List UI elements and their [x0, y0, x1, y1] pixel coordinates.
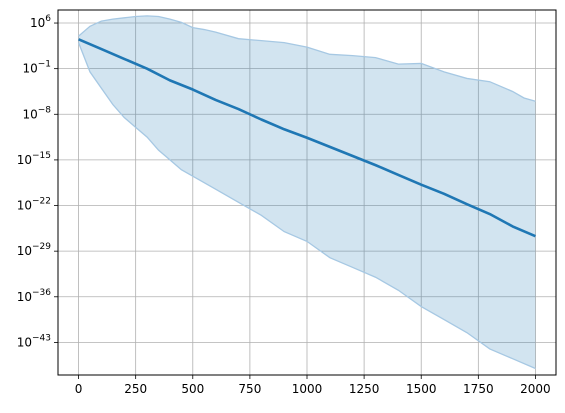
- y-tick-label: 10−1: [22, 60, 51, 76]
- y-tick-label: 106: [30, 14, 51, 30]
- y-tick-label: 10−8: [22, 105, 51, 121]
- x-tick-label: 1500: [406, 382, 437, 396]
- lower-bound-line: [77, 42, 536, 370]
- x-tick-label: 1250: [349, 382, 380, 396]
- y-axis: 106 10−1 10−8 10−15 10−22 10−29 10−36 10−43: [17, 14, 58, 349]
- y-tick-label: 10−22: [17, 197, 51, 213]
- y-tick-label: 10−15: [17, 151, 51, 167]
- x-tick-label: 750: [238, 382, 261, 396]
- x-tick-label: 500: [181, 382, 204, 396]
- upper-bound-line: [78, 15, 536, 102]
- x-tick-label: 1750: [463, 382, 494, 396]
- range-band: [77, 15, 536, 370]
- range-band-area: [78, 15, 536, 369]
- y-tick-label: 10−29: [17, 242, 52, 258]
- x-tick-label: 2000: [520, 382, 551, 396]
- median-series-line: [78, 38, 536, 238]
- median-line: [78, 38, 536, 238]
- grid: [58, 10, 556, 375]
- x-tick-label: 0: [75, 382, 83, 396]
- y-tick-label: 10−36: [17, 288, 52, 304]
- x-tick-label: 250: [124, 382, 147, 396]
- y-tick-label: 10−43: [17, 333, 51, 349]
- x-tick-label: 1000: [292, 382, 323, 396]
- x-axis: 0 250 500 750 1000 1250 1500 1750 2000: [75, 375, 551, 396]
